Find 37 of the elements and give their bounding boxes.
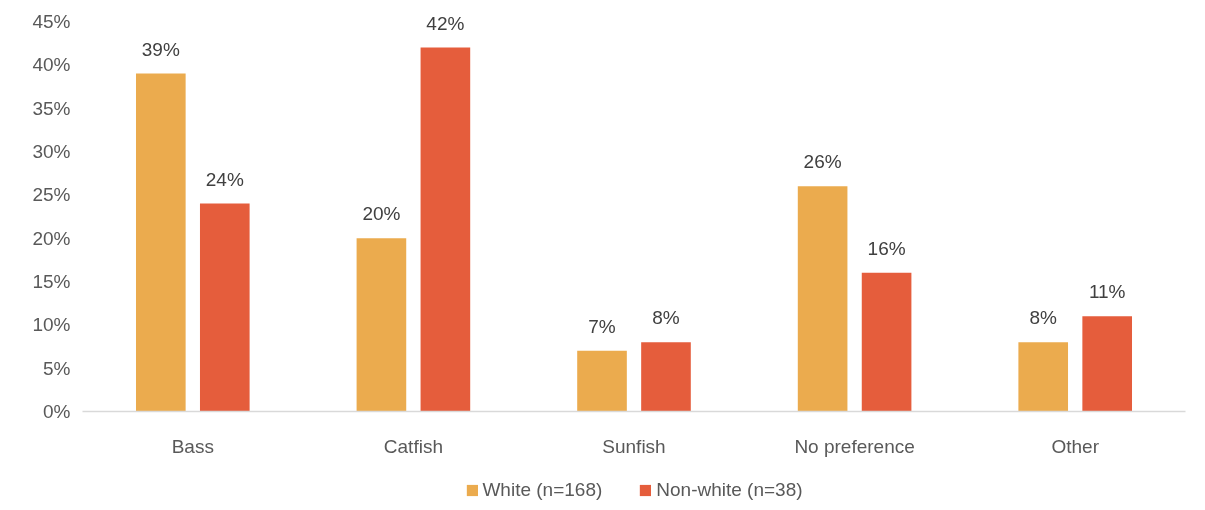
y-tick-label: 30% [32,141,71,162]
bar [1082,316,1132,412]
y-tick-label: 45% [32,11,71,32]
data-label: 8% [652,307,680,329]
bar [136,73,186,412]
y-tick-label: 0% [43,401,71,422]
data-label: 16% [867,237,906,259]
y-tick-label: 10% [32,314,71,336]
bar [641,342,691,412]
bar [861,272,912,412]
bar [577,350,627,412]
y-tick-label: 15% [32,271,71,292]
y-tick-label: 25% [32,184,71,206]
data-label: 42% [426,12,465,34]
legend-label: Non-white (n=38) [656,478,803,501]
bar [356,238,407,412]
data-label: 20% [362,203,401,225]
x-tick-label: Sunfish [602,435,666,457]
x-tick-label: No preference [794,435,915,457]
data-label: 11% [1088,281,1126,303]
bar [420,47,471,412]
y-tick-label: 40% [32,54,71,76]
x-tick-label: Bass [171,435,214,457]
bar [199,203,250,412]
data-label: 7% [588,315,616,337]
y-tick-label: 20% [32,227,71,249]
legend-label: White (n=168) [482,478,603,501]
bar [1018,342,1069,412]
bar [797,186,848,412]
data-label: 8% [1029,307,1058,329]
data-label: 39% [141,38,180,60]
y-tick-label: 5% [43,357,71,379]
data-label: 26% [803,151,842,173]
y-tick-label: 35% [32,97,71,119]
x-tick-label: Catfish [383,435,443,457]
x-tick-label: Other [1051,435,1100,457]
data-label: 24% [205,168,244,190]
